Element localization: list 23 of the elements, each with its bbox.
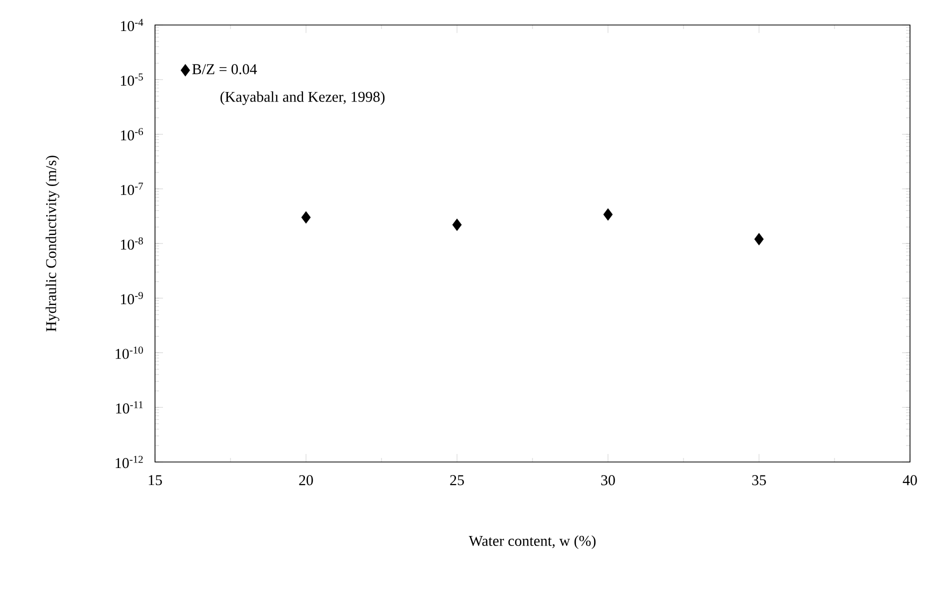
x-axis-title: Water content, w (%) bbox=[468, 535, 596, 549]
x-tick-label: 25 bbox=[450, 475, 464, 486]
y-tick-label: 10$^{-4}$ bbox=[120, 18, 144, 32]
point bbox=[603, 208, 613, 221]
point bbox=[452, 218, 462, 231]
x-tick-label: 35 bbox=[752, 475, 766, 486]
y-tick-label: 10$^{-7}$ bbox=[120, 182, 144, 195]
y-tick-label: 10$^{-8}$ bbox=[120, 237, 143, 250]
legend-label: B/Z = 0.04 bbox=[192, 64, 257, 74]
x-tick-label: 40 bbox=[902, 475, 917, 486]
point bbox=[754, 232, 764, 246]
y-tick-label: 10$^{-10}$ bbox=[116, 346, 143, 359]
y-tick-label: 10$^{-11}$ bbox=[116, 401, 143, 414]
y-tick-label: 10$^{-12}$ bbox=[116, 456, 143, 468]
y-tick-label: 10$^{-6}$ bbox=[120, 128, 144, 140]
y-tick-label: 10$^{-5}$ bbox=[120, 74, 143, 86]
x-tick-label: 15 bbox=[148, 475, 162, 486]
x-tick-label: 30 bbox=[601, 475, 615, 486]
y-tick-label: 10$^{-9}$ bbox=[120, 292, 143, 304]
annotation: (Kayabalı and Kezer, 1998) bbox=[220, 91, 385, 105]
y-axis-title: Hydraulic Conductivity (m/s) bbox=[46, 156, 60, 332]
point bbox=[301, 211, 311, 224]
x-tick-label: 20 bbox=[299, 475, 313, 486]
